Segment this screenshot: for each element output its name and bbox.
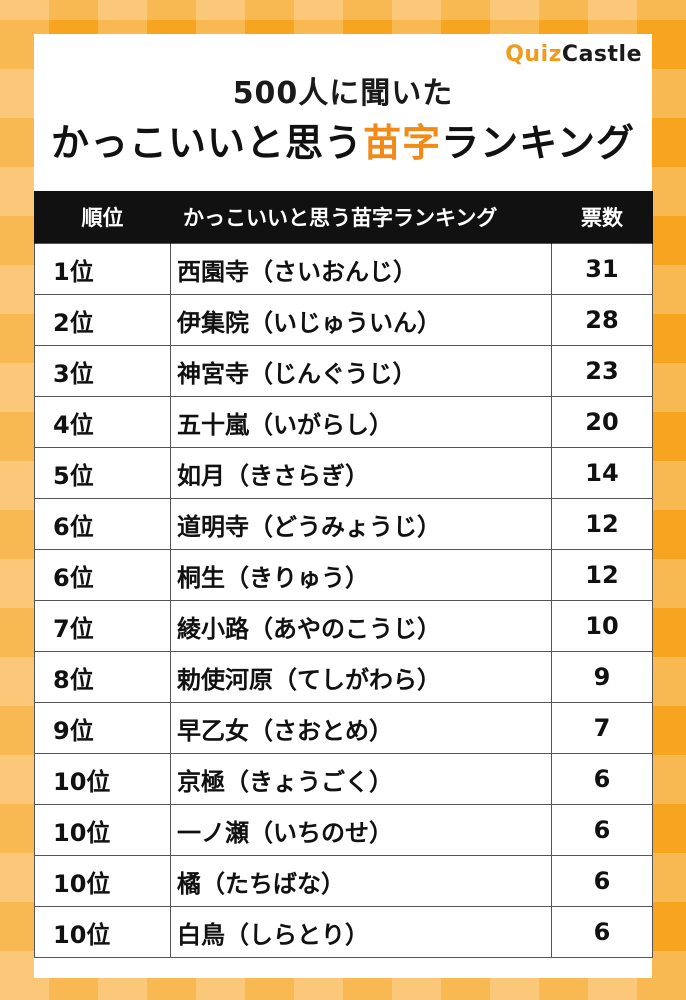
header-name: かっこいいと思う苗字ランキング (170, 191, 552, 244)
name-cell: 綾小路（あやのこうじ） (170, 600, 552, 652)
votes-cell: 6 (551, 753, 653, 805)
rank-cell: 10位 (34, 804, 171, 856)
votes-cell: 12 (551, 498, 653, 550)
votes-cell: 12 (551, 549, 653, 601)
rank-cell: 10位 (34, 906, 171, 958)
name-cell: 橘（たちばな） (170, 855, 552, 907)
votes-cell: 6 (551, 906, 653, 958)
votes-cell: 28 (551, 294, 653, 346)
title-accent: 苗字 (363, 121, 442, 165)
rank-cell: 10位 (34, 855, 171, 907)
votes-cell: 10 (551, 600, 653, 652)
table-header-row: 順位 かっこいいと思う苗字ランキング 票数 (34, 191, 653, 244)
name-cell: 京極（きょうごく） (170, 753, 552, 805)
rank-cell: 1位 (34, 243, 171, 295)
title-prefix: かっこいいと思う (51, 121, 364, 165)
name-cell: 如月（きさらぎ） (170, 447, 552, 499)
header-votes: 票数 (551, 191, 653, 244)
ranking-table: 順位 かっこいいと思う苗字ランキング 票数 1位 西園寺（さいおんじ） 31 2位伊… (34, 191, 653, 958)
table-row: 9位 早乙女（さおとめ） 7 (34, 702, 653, 754)
logo-quiz-text: Quiz (505, 42, 562, 67)
header-rank: 順位 (34, 191, 171, 244)
votes-cell: 6 (551, 804, 653, 856)
name-cell: 桐生（きりゅう） (170, 549, 552, 601)
votes-cell: 7 (551, 702, 653, 754)
name-cell: 勅使河原（てしがわら） (170, 651, 552, 703)
table-row: 1位 西園寺（さいおんじ） 31 (34, 243, 653, 295)
table-row: 10位 京極（きょうごく） 6 (34, 753, 653, 805)
name-cell: 五十嵐（いがらし） (170, 396, 552, 448)
rank-cell: 6位 (34, 549, 171, 601)
table-row: 6位 桐生（きりゅう） 12 (34, 549, 653, 601)
rank-cell: 6位 (34, 498, 171, 550)
rank-cell: 3位 (34, 345, 171, 397)
name-cell: 神宮寺（じんぐうじ） (170, 345, 552, 397)
name-cell: 早乙女（さおとめ） (170, 702, 552, 754)
table-row: 10位 橘（たちばな） 6 (34, 855, 653, 907)
votes-cell: 20 (551, 396, 653, 448)
header: QuizCastle 500人に聞いた かっこいいと思う苗字ランキング (34, 34, 652, 191)
rank-cell: 8位 (34, 651, 171, 703)
logo-castle-text: Castle (561, 42, 642, 67)
table-row: 10位 白鳥（しらとり） 6 (34, 906, 653, 958)
rank-cell: 4位 (34, 396, 171, 448)
rank-cell: 9位 (34, 702, 171, 754)
name-cell: 西園寺（さいおんじ） (170, 243, 552, 295)
table-row: 7位 綾小路（あやのこうじ） 10 (34, 600, 653, 652)
table-row: 4位 五十嵐（いがらし） 20 (34, 396, 653, 448)
title-line1: 500人に聞いた (232, 76, 454, 111)
rank-cell: 5位 (34, 447, 171, 499)
table-row: 3位 神宮寺（じんぐうじ） 23 (34, 345, 653, 397)
table-row: 2位 伊集院（いじゅういん） 28 (34, 294, 653, 346)
votes-cell: 23 (551, 345, 653, 397)
title-line2: かっこいいと思う苗字ランキング (34, 112, 652, 167)
votes-cell: 9 (551, 651, 653, 703)
name-cell: 白鳥（しらとり） (170, 906, 552, 958)
table-row: 6位 道明寺（どうみょうじ） 12 (34, 498, 653, 550)
table-row: 8位 勅使河原（てしがわら） 9 (34, 651, 653, 703)
rank-cell: 7位 (34, 600, 171, 652)
ranking-card: QuizCastle 500人に聞いた かっこいいと思う苗字ランキング 順位 か… (34, 34, 653, 978)
title-suffix: ランキング (441, 121, 635, 165)
name-cell: 一ノ瀬（いちのせ） (170, 804, 552, 856)
votes-cell: 6 (551, 855, 653, 907)
name-cell: 道明寺（どうみょうじ） (170, 498, 552, 550)
name-cell: 伊集院（いじゅういん） (170, 294, 552, 346)
votes-cell: 31 (551, 243, 653, 295)
rank-cell: 2位 (34, 294, 171, 346)
quiz-castle-logo: QuizCastle (505, 42, 642, 67)
table-row: 5位 如月（きさらぎ） 14 (34, 447, 653, 499)
votes-cell: 14 (551, 447, 653, 499)
rank-cell: 10位 (34, 753, 171, 805)
table-row: 10位 一ノ瀬（いちのせ） 6 (34, 804, 653, 856)
